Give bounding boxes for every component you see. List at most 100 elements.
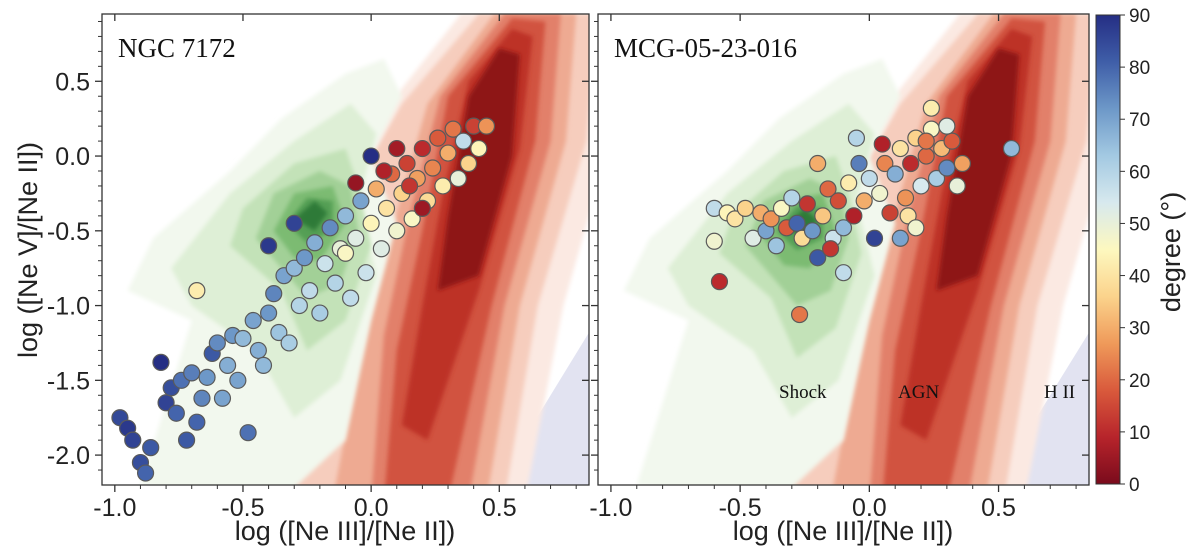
data-point: [821, 240, 840, 258]
colorbar-scale: [1095, 14, 1121, 485]
data-point: [413, 139, 431, 158]
x-tick-label: 0.0: [852, 494, 887, 522]
data-point: [375, 162, 393, 180]
data-point: [912, 177, 930, 195]
x-tick-label: 0.5: [482, 494, 517, 522]
data-point: [927, 169, 946, 188]
data-point: [439, 144, 457, 162]
x-axis-title-right: log ([Ne III]/[Ne II]): [733, 516, 954, 546]
data-point: [767, 237, 785, 255]
data-point: [347, 229, 365, 247]
data-point: [270, 323, 288, 342]
data-point: [871, 184, 889, 203]
x-tick-label: 0.0: [354, 494, 389, 522]
data-point: [783, 189, 801, 207]
x-tick-label: -1.0: [93, 494, 136, 522]
y-tick-label: -1.0: [47, 293, 90, 321]
data-point: [403, 210, 421, 228]
scatter-points-left: [111, 117, 496, 482]
data-point: [357, 264, 375, 282]
data-point: [907, 219, 925, 237]
data-point: [814, 207, 832, 225]
data-point: [254, 356, 273, 374]
data-point: [865, 229, 884, 247]
colorbar-tick-label: 40: [1129, 267, 1150, 288]
data-point: [891, 139, 909, 158]
data-point: [449, 169, 467, 188]
data-point: [377, 199, 396, 217]
data-point: [239, 424, 257, 442]
data-point: [208, 334, 226, 352]
colorbar-tick-label: 0: [1129, 475, 1140, 496]
data-point: [336, 207, 355, 225]
y-tick-label: 0.5: [55, 68, 90, 96]
data-point: [336, 244, 355, 262]
x-axis-title-left: log ([Ne III]/[Ne II]): [235, 516, 456, 546]
x-tick-label: 0.5: [981, 494, 1016, 522]
data-point: [899, 207, 917, 225]
data-point: [260, 304, 278, 322]
data-point: [342, 289, 360, 307]
data-point: [726, 210, 744, 228]
data-point: [477, 117, 496, 135]
data-point: [347, 174, 365, 192]
data-point: [193, 389, 211, 407]
y-tick-label: -1.5: [47, 367, 90, 395]
agn-contour: [437, 48, 520, 291]
data-point: [744, 229, 762, 247]
data-point: [876, 154, 894, 173]
data-point: [840, 174, 858, 192]
colorbar-title: degree (°): [1156, 192, 1186, 312]
y-tick-label: -2.0: [47, 442, 90, 470]
data-point: [265, 285, 283, 303]
data-point: [301, 282, 319, 300]
panel-left: -1.0 -0.5 0.0 0.5 0.5 0.0 -0.5 -1.0 -1.5 -2.0 NGC…: [47, 13, 590, 522]
x-tick-label: -1.0: [589, 494, 632, 522]
data-point: [845, 207, 863, 225]
data-point: [470, 139, 488, 158]
data-point: [881, 204, 899, 222]
data-point: [167, 404, 185, 422]
colorbar: 0 10 20 30 40 50 60 70 80 90 degree (°): [1095, 6, 1186, 496]
panel-right: -1.0 -0.5 0.0 0.5 MCG-05-23-016 Shock AGN H…: [589, 13, 1090, 522]
panel-label-right: MCG-05-23-016: [614, 33, 797, 63]
data-point: [922, 99, 940, 117]
y-axis-title: log ([Ne V]/[Ne II]): [13, 142, 43, 358]
data-point: [886, 165, 904, 183]
colorbar-tick-label: 10: [1129, 423, 1150, 444]
x-tick-label: -0.5: [221, 494, 264, 522]
data-point: [454, 132, 473, 150]
data-point: [229, 371, 247, 389]
data-point: [938, 117, 956, 135]
ticks-left: -1.0 -0.5 0.0 0.5 0.5 0.0 -0.5 -1.0 -1.5 -2.0: [47, 14, 589, 522]
data-point: [762, 210, 780, 228]
background-density-right: [623, 14, 1089, 485]
data-point: [285, 214, 303, 232]
data-point: [896, 189, 915, 207]
data-point: [788, 214, 806, 232]
data-point: [834, 264, 853, 282]
data-point: [398, 154, 416, 173]
data-point: [311, 304, 329, 322]
data-point: [306, 234, 324, 252]
data-point: [152, 353, 170, 371]
data-point: [295, 249, 314, 267]
data-point: [459, 154, 478, 173]
data-point: [819, 180, 837, 198]
data-point: [948, 177, 966, 195]
colorbar-tick-label: 60: [1129, 162, 1150, 183]
data-point: [244, 311, 262, 330]
data-point: [388, 222, 406, 240]
data-point: [321, 219, 339, 237]
data-point: [136, 464, 155, 482]
data-point: [736, 199, 754, 217]
data-point: [260, 237, 278, 255]
data-point: [953, 154, 971, 173]
data-point: [809, 249, 827, 267]
data-point: [891, 229, 909, 247]
data-point: [177, 431, 196, 449]
ticks-right: -1.0 -0.5 0.0 0.5: [589, 14, 1089, 522]
data-point: [213, 389, 232, 407]
x-tick-label: -0.5: [719, 494, 762, 522]
